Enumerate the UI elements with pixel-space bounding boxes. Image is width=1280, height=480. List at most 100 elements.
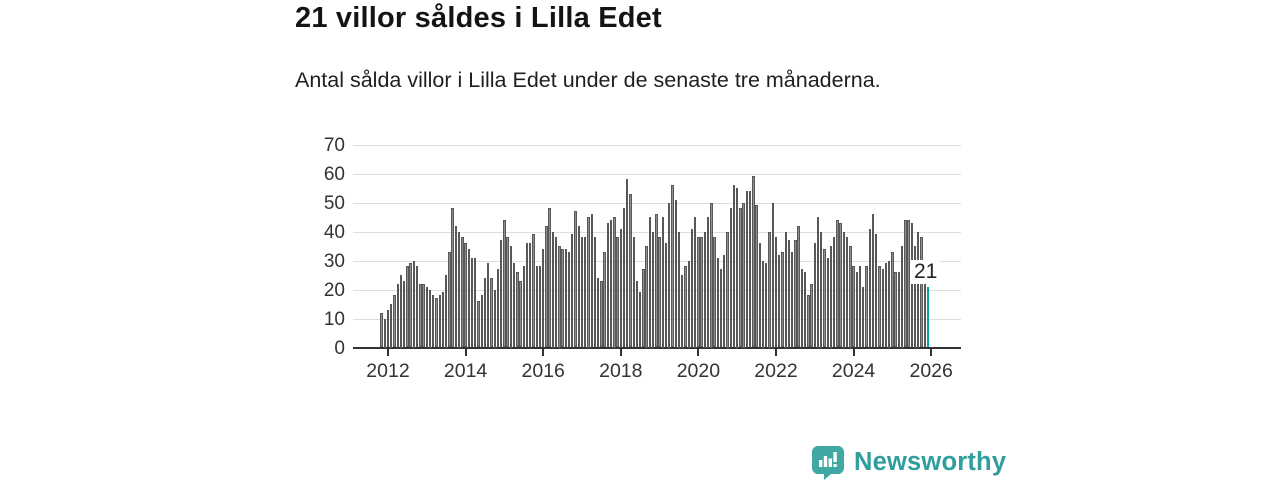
x-axis-tick [697, 349, 700, 356]
bar [412, 260, 416, 348]
bar [774, 237, 778, 348]
bar [862, 286, 865, 348]
bar [535, 266, 538, 348]
bar [474, 257, 477, 348]
bar [729, 208, 732, 348]
bar [545, 225, 548, 348]
gridline [353, 173, 961, 175]
bar [790, 251, 794, 348]
bar [645, 246, 648, 348]
bar [622, 208, 626, 348]
bar [703, 231, 707, 348]
bar [736, 188, 739, 348]
bar [470, 257, 474, 348]
bar [758, 243, 762, 348]
bar [917, 231, 920, 348]
bar [525, 243, 529, 348]
x-axis-label: 2014 [443, 359, 488, 382]
bar [897, 272, 901, 348]
bar [648, 217, 652, 348]
newsworthy-chart-bubble-icon [812, 446, 844, 480]
bar [432, 295, 435, 348]
bar [700, 237, 703, 348]
bar [894, 272, 897, 348]
y-axis-label: 20 [323, 279, 345, 301]
bar [881, 269, 884, 348]
bar [716, 257, 719, 348]
bar [651, 231, 655, 348]
bar [658, 237, 661, 348]
bar [558, 246, 561, 348]
gridline [353, 144, 961, 146]
bar [910, 222, 913, 348]
bar [858, 266, 862, 348]
bar [496, 269, 500, 348]
newsworthy-logo-text: Newsworthy [854, 447, 1007, 476]
bar [891, 251, 894, 348]
y-axis-label: 70 [323, 134, 345, 156]
bar [454, 225, 458, 348]
y-axis-label: 30 [323, 250, 345, 272]
bar [739, 208, 742, 348]
bar [629, 193, 632, 348]
bar [438, 295, 441, 348]
bar [571, 234, 574, 348]
bar [402, 280, 406, 348]
x-axis-tick [619, 349, 622, 356]
bar [690, 228, 694, 348]
bar [697, 237, 700, 348]
bar [787, 240, 791, 348]
bar [519, 280, 522, 348]
bar [580, 237, 584, 348]
bar [406, 266, 409, 348]
bar [900, 246, 904, 348]
bar [490, 277, 493, 348]
y-axis-label: 10 [323, 308, 345, 330]
bar [887, 260, 891, 348]
bar [748, 190, 752, 348]
bar [564, 248, 568, 348]
bar [681, 275, 684, 348]
x-axis-label: 2012 [366, 359, 410, 382]
bar [386, 309, 390, 348]
newsworthy-logo: Newsworthy [810, 444, 1006, 480]
bar [803, 272, 807, 348]
x-axis-label: 2024 [831, 359, 876, 382]
bar [768, 231, 771, 348]
bar [710, 202, 713, 348]
bar [448, 251, 451, 348]
bar [480, 295, 483, 348]
y-axis-label: 0 [334, 337, 345, 359]
bar [752, 176, 755, 348]
bar [522, 266, 525, 348]
bar [600, 280, 603, 348]
x-axis-tick [464, 349, 467, 356]
bar [616, 237, 619, 348]
bar [551, 231, 555, 348]
bar [761, 260, 765, 348]
bar [587, 217, 590, 348]
bar [810, 283, 813, 348]
bar [441, 292, 445, 348]
bar [794, 240, 797, 348]
bar [554, 237, 558, 348]
bar [868, 228, 871, 348]
bar [548, 208, 551, 348]
bar [920, 237, 923, 348]
bar [677, 231, 681, 348]
last-value-label: 21 [910, 259, 941, 284]
bar [693, 217, 697, 348]
y-axis-label: 60 [323, 163, 345, 185]
bar [415, 266, 419, 348]
bar [755, 205, 758, 348]
bar [671, 185, 674, 348]
x-axis-label: 2018 [599, 359, 643, 382]
bar [664, 243, 668, 348]
bar [732, 185, 736, 348]
gridline [353, 202, 961, 204]
bar [457, 231, 461, 348]
bar [609, 219, 613, 348]
bar [778, 254, 781, 348]
bar [542, 248, 545, 348]
